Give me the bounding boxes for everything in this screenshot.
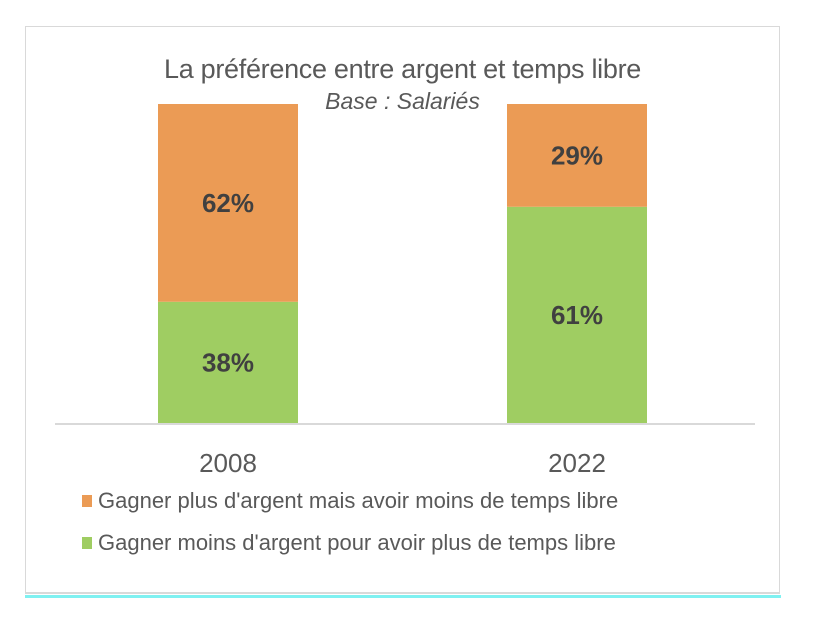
bar-2008-series-1 [158, 104, 298, 302]
bar-2008-series-0 [158, 301, 298, 423]
chart-frame [25, 26, 780, 594]
bottom-accent-line [25, 595, 781, 598]
legend-label: Gagner plus d'argent mais avoir moins de… [98, 488, 619, 513]
x-tick-label: 2008 [199, 448, 257, 478]
bar-2022-series-0 [507, 206, 647, 423]
chart-subtitle: Base : Salariés [325, 88, 480, 114]
x-tick-label: 2022 [548, 448, 606, 478]
chart-title: La préférence entre argent et temps libr… [164, 54, 641, 84]
data-label-2008-series-0: 38% [202, 347, 254, 377]
legend-item-green: Gagner moins d'argent pour avoir plus de… [82, 530, 616, 556]
legend-swatch-green [82, 537, 92, 550]
legend-label: Gagner moins d'argent pour avoir plus de… [98, 530, 616, 555]
data-label-2022-series-0: 61% [551, 300, 603, 330]
data-label-2022-series-1: 29% [551, 140, 603, 170]
legend-item-orange: Gagner plus d'argent mais avoir moins de… [82, 488, 618, 514]
legend-swatch-orange [82, 495, 92, 508]
bar-2022-series-1 [507, 104, 647, 207]
data-label-2008-series-1: 62% [202, 188, 254, 218]
